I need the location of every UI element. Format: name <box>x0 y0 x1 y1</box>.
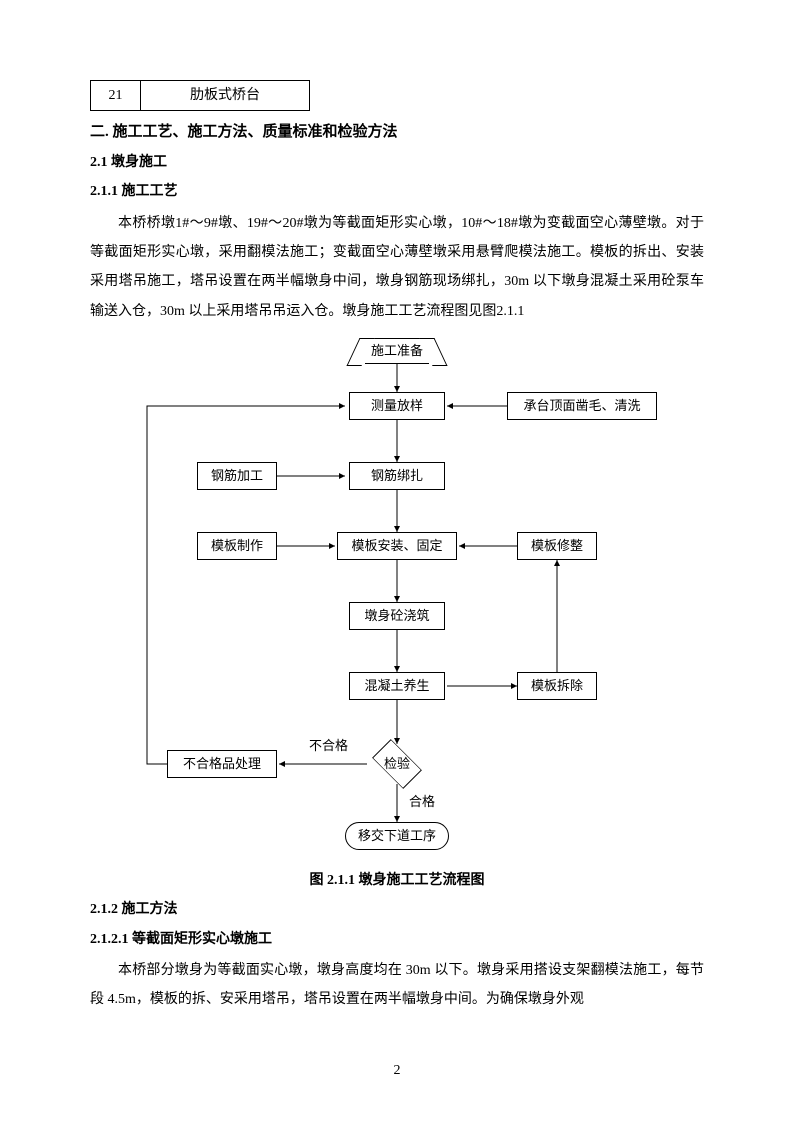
heading-1: 二. 施工工艺、施工方法、质量标准和检验方法 <box>90 119 704 146</box>
node-cure: 混凝土养生 <box>349 672 445 700</box>
flowchart-caption: 图 2.1.1 墩身施工工艺流程图 <box>90 868 704 893</box>
heading-4-1: 2.1.2.1 等截面矩形实心墩施工 <box>90 927 704 952</box>
label-fail: 不合格 <box>307 734 350 757</box>
node-next: 移交下道工序 <box>345 822 449 850</box>
node-chisel: 承台顶面凿毛、清洗 <box>507 392 657 420</box>
label-pass: 合格 <box>407 790 437 813</box>
node-survey: 测量放样 <box>349 392 445 420</box>
node-form-adjust: 模板修整 <box>517 532 597 560</box>
node-form-install: 模板安装、固定 <box>337 532 457 560</box>
node-prepare: 施工准备 <box>365 338 429 364</box>
node-pour: 墩身砼浇筑 <box>349 602 445 630</box>
table-cell-label: 肋板式桥台 <box>141 81 310 111</box>
flowchart: 施工准备 测量放样 承台顶面凿毛、清洗 钢筋加工 钢筋绑扎 模板制作 模板安装、… <box>117 336 677 866</box>
page-number: 2 <box>0 1058 794 1083</box>
node-reject: 不合格品处理 <box>167 750 277 778</box>
paragraph-1: 本桥桥墩1#～9#墩、19#～20#墩为等截面矩形实心墩，10#～18#墩为变截… <box>90 209 704 327</box>
node-rebar-tie: 钢筋绑扎 <box>349 462 445 490</box>
node-inspect: 检验 <box>367 744 427 784</box>
heading-3-2: 2.1.2 施工方法 <box>90 897 704 922</box>
node-rebar-proc: 钢筋加工 <box>197 462 277 490</box>
top-table: 21 肋板式桥台 <box>90 80 310 111</box>
node-form-remove: 模板拆除 <box>517 672 597 700</box>
paragraph-2: 本桥部分墩身为等截面实心墩，墩身高度均在 30m 以下。墩身采用搭设支架翻模法施… <box>90 956 704 1015</box>
heading-3-1: 2.1.1 施工工艺 <box>90 179 704 204</box>
heading-2-1: 2.1 墩身施工 <box>90 150 704 175</box>
table-cell-num: 21 <box>91 81 141 111</box>
node-inspect-label: 检验 <box>384 752 410 775</box>
node-form-make: 模板制作 <box>197 532 277 560</box>
